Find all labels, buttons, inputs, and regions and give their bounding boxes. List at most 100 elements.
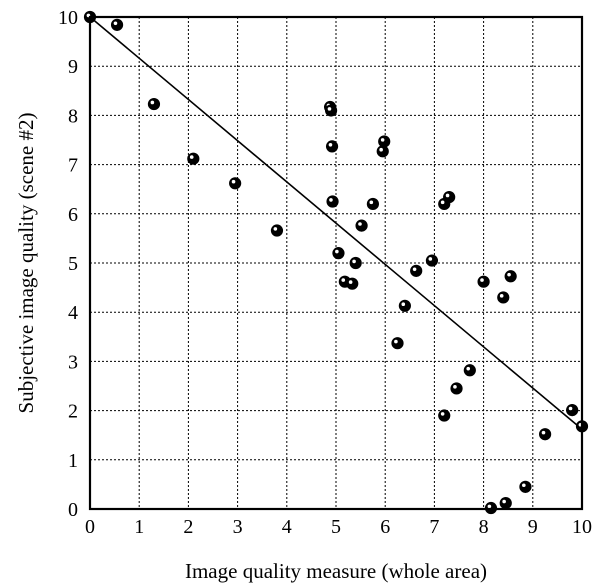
data-point <box>464 365 475 376</box>
data-point-marker <box>333 248 344 259</box>
data-point-highlight <box>480 278 484 282</box>
data-point-highlight <box>453 385 457 389</box>
data-point <box>230 178 241 189</box>
data-point <box>326 141 337 152</box>
data-point <box>327 196 338 207</box>
data-point-highlight <box>328 107 332 111</box>
data-point-marker <box>148 98 159 109</box>
data-point-highlight <box>329 198 333 202</box>
y-tick-label: 4 <box>68 302 78 324</box>
data-point <box>500 497 511 508</box>
data-point-highlight <box>401 302 405 306</box>
data-point-marker <box>350 257 361 268</box>
data-point-marker <box>377 146 388 157</box>
data-point-marker <box>271 225 282 236</box>
y-axis-title: Subjective image quality (scene #2) <box>14 113 38 414</box>
y-tick-label: 6 <box>68 204 78 226</box>
data-point-marker <box>500 497 511 508</box>
data-point-highlight <box>466 367 470 371</box>
x-tick-label: 6 <box>380 516 390 538</box>
data-point-marker <box>327 196 338 207</box>
data-point <box>505 271 516 282</box>
data-point-highlight <box>502 500 506 504</box>
x-tick-label: 0 <box>85 516 95 538</box>
data-point <box>111 19 122 30</box>
data-point-highlight <box>522 483 526 487</box>
data-point-marker <box>498 292 509 303</box>
data-point-marker <box>478 276 489 287</box>
y-tick-label: 9 <box>68 56 78 78</box>
data-point-marker <box>439 410 450 421</box>
data-point <box>567 405 578 416</box>
data-point <box>347 278 358 289</box>
data-point-marker <box>356 220 367 231</box>
data-point-highlight <box>413 267 417 271</box>
x-tick-label: 4 <box>282 516 292 538</box>
data-point-marker <box>399 300 410 311</box>
data-point-marker <box>540 429 551 440</box>
data-point-highlight <box>429 257 433 261</box>
data-point-marker <box>411 265 422 276</box>
x-tick-label: 2 <box>183 516 193 538</box>
data-point <box>325 105 336 116</box>
y-tick-label: 0 <box>68 499 78 521</box>
data-point <box>356 220 367 231</box>
data-point-marker <box>326 141 337 152</box>
data-point-highlight <box>114 21 118 25</box>
data-point-highlight <box>358 222 362 226</box>
data-point <box>333 248 344 259</box>
data-point <box>377 146 388 157</box>
x-axis-title: Image quality measure (whole area) <box>185 559 487 583</box>
x-tick-label: 5 <box>331 516 341 538</box>
data-point-marker <box>230 178 241 189</box>
y-tick-label: 8 <box>68 105 78 127</box>
data-point-highlight <box>329 143 333 147</box>
data-point-marker <box>505 271 516 282</box>
x-tick-label: 8 <box>479 516 489 538</box>
data-point-marker <box>188 153 199 164</box>
x-tick-label: 9 <box>528 516 538 538</box>
data-point-highlight <box>542 431 546 435</box>
data-point-highlight <box>352 260 356 264</box>
y-tick-label: 3 <box>68 351 78 373</box>
y-tick-label: 1 <box>68 450 78 472</box>
data-point-highlight <box>274 227 278 231</box>
data-point <box>148 98 159 109</box>
data-point <box>439 410 450 421</box>
data-point-marker <box>392 338 403 349</box>
data-point <box>350 257 361 268</box>
data-point-marker <box>426 255 437 266</box>
data-point-highlight <box>335 250 339 254</box>
data-point <box>451 383 462 394</box>
data-point-marker <box>464 365 475 376</box>
data-point-highlight <box>394 340 398 344</box>
data-point-highlight <box>500 294 504 298</box>
data-point <box>399 300 410 311</box>
data-point-marker <box>111 19 122 30</box>
data-point-highlight <box>232 180 236 184</box>
data-point <box>411 265 422 276</box>
data-point-marker <box>451 383 462 394</box>
data-point-highlight <box>381 138 385 142</box>
data-point-highlight <box>370 201 374 205</box>
data-point-highlight <box>446 194 450 198</box>
data-point <box>271 225 282 236</box>
data-point <box>520 481 531 492</box>
data-point-marker <box>444 191 455 202</box>
data-point <box>540 429 551 440</box>
data-point-highlight <box>507 273 511 277</box>
data-point-highlight <box>349 280 353 284</box>
data-point-marker <box>367 198 378 209</box>
data-point-highlight <box>151 101 155 105</box>
y-tick-label: 10 <box>58 7 78 29</box>
data-point-highlight <box>441 412 445 416</box>
data-point <box>367 198 378 209</box>
data-point <box>478 276 489 287</box>
data-point-marker <box>520 481 531 492</box>
data-point-highlight <box>441 201 445 205</box>
x-tick-label: 10 <box>572 516 592 538</box>
x-tick-label: 3 <box>233 516 243 538</box>
data-point <box>379 136 390 147</box>
